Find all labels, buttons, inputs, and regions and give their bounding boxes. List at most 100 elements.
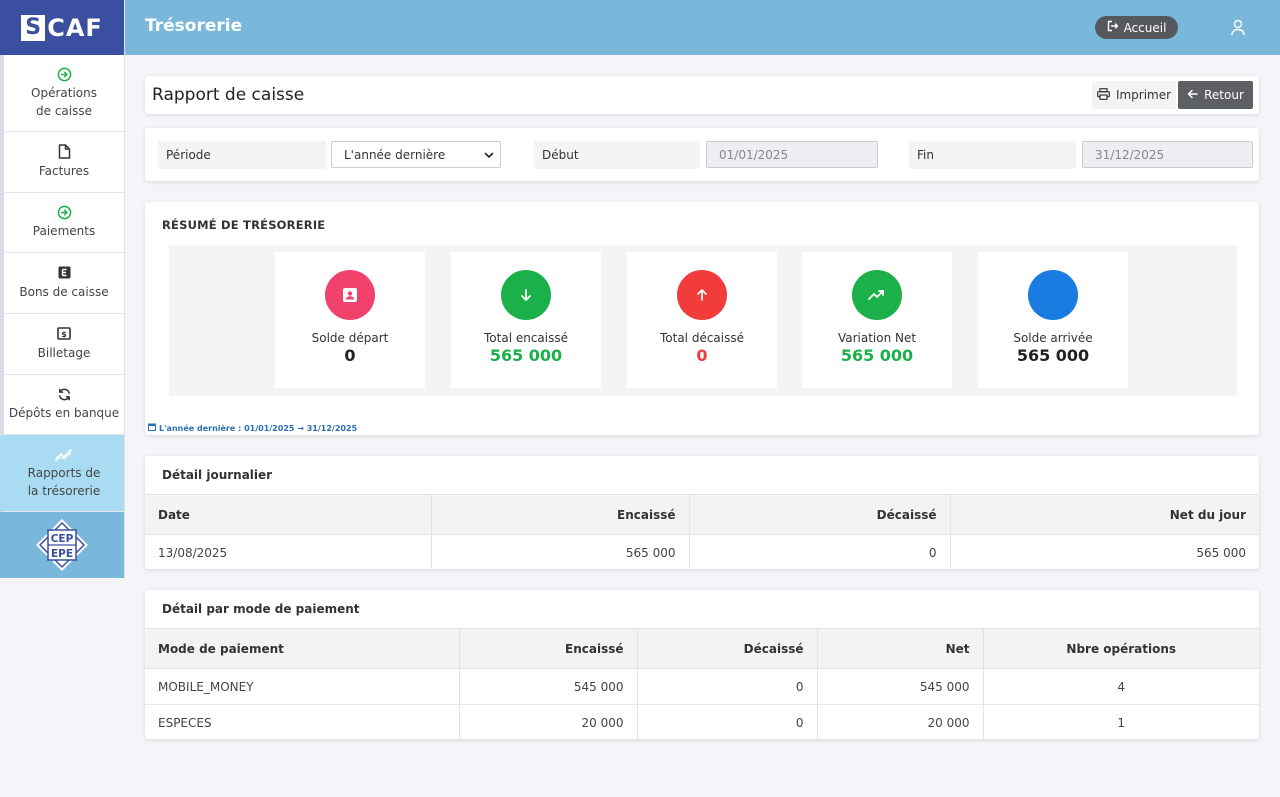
start-label: Début (534, 141, 700, 169)
svg-text:$: $ (61, 330, 67, 339)
start-date-input[interactable]: 01/01/2025 (706, 141, 878, 168)
kpi-label: Total décaissé (659, 331, 744, 345)
chart-line-icon (55, 446, 73, 462)
kpi-label: Solde arrivée (1013, 331, 1093, 345)
payment-mode-detail-card: Détail par mode de paiement Mode de paie… (145, 590, 1259, 741)
treasury-summary: RÉSUMÉ DE TRÉSORERIE Solde départ 0 Tota… (145, 202, 1259, 435)
kpi-value: 565 000 (840, 346, 914, 365)
column-header-in[interactable]: Encaissé (431, 494, 690, 535)
printer-icon (1097, 87, 1110, 103)
kpi-label: Total encaissé (484, 331, 568, 345)
period-note-text: L'année dernière : 01/01/2025 → 31/12/20… (159, 423, 358, 433)
table-cell: 20 000 (817, 704, 984, 741)
sidebar-item-billetage[interactable]: $ Billetage (0, 314, 124, 375)
sidebar-item-label: Opérations (31, 86, 97, 101)
sidebar: S CAF Opérations de caisse Factures Paie… (0, 0, 125, 579)
period-label: Période (158, 141, 326, 169)
summary-title: RÉSUMÉ DE TRÉSORERIE (162, 218, 326, 232)
app-logo[interactable]: S CAF (0, 0, 124, 55)
table-header-row: Date Encaissé Décaissé Net du jour (145, 494, 1259, 535)
sync-icon (57, 386, 72, 402)
banknote-icon: $ (57, 326, 71, 342)
kpi-value: 565 000 (1016, 346, 1090, 365)
logo-text: CAF (47, 13, 103, 42)
column-header-mode[interactable]: Mode de paiement (145, 628, 460, 669)
filter-bar: Période L'année dernière Début 01/01/202… (145, 128, 1259, 181)
table-cell: 1 (983, 704, 1259, 741)
table-row: MOBILE_MONEY 545 000 0 545 000 4 (145, 668, 1259, 705)
table-cell: 545 000 (817, 668, 984, 705)
arrow-down-icon (501, 270, 551, 320)
sidebar-item-label: Rapports de (27, 466, 101, 481)
sidebar-item-rapports[interactable]: Rapports de la trésorerie (0, 435, 124, 512)
column-header-date[interactable]: Date (145, 494, 432, 535)
table-header-row: Mode de paiement Encaissé Décaissé Net N… (145, 628, 1259, 669)
badge-line1: CEP (51, 533, 74, 545)
home-button-label: Accueil (1123, 20, 1167, 35)
column-header-net[interactable]: Net du jour (950, 494, 1259, 535)
page-header: Rapport de caisse Imprimer Retour (145, 76, 1259, 114)
sidebar-item-depots-en-banque[interactable]: Dépôts en banque (0, 375, 124, 435)
calendar-icon (148, 423, 156, 433)
print-button[interactable]: Imprimer (1092, 81, 1176, 109)
home-button[interactable]: Accueil (1095, 16, 1178, 39)
arrow-circle-icon (57, 66, 72, 82)
table-cell: 0 (689, 534, 951, 571)
column-header-in[interactable]: Encaissé (459, 628, 638, 669)
logout-arrow-icon (1107, 20, 1119, 35)
end-date-input[interactable]: 31/12/2025 (1082, 141, 1253, 168)
end-label: Fin (909, 141, 1076, 169)
kpi-card-total-out: Total décaissé 0 (627, 252, 777, 388)
badge-icon (325, 270, 375, 320)
sidebar-item-factures[interactable]: Factures (0, 132, 124, 193)
kpi-card-closing-balance: Solde arrivée 565 000 (978, 252, 1128, 388)
trend-up-icon (852, 270, 902, 320)
user-icon[interactable] (1230, 19, 1246, 40)
topbar: Trésorerie Accueil (125, 0, 1280, 55)
table-cell: 0 (637, 704, 818, 741)
kpi-card-net-variation: Variation Net 565 000 (802, 252, 952, 388)
table-cell: 545 000 (459, 668, 638, 705)
table-row: ESPECES 20 000 0 20 000 1 (145, 704, 1259, 741)
sidebar-item-label: de caisse (36, 103, 92, 118)
daily-detail-card: Détail journalier Date Encaissé Décaissé… (145, 456, 1259, 571)
status-dot-icon (1028, 270, 1078, 320)
kpi-card-opening-balance: Solde départ 0 (275, 252, 425, 388)
sidebar-item-label: Bons de caisse (19, 284, 109, 299)
sidebar-item-label: Factures (38, 163, 90, 178)
page-title: Rapport de caisse (152, 85, 305, 105)
table-cell: 13/08/2025 (145, 534, 432, 571)
cep-epe-logo: CEP EPE (0, 512, 124, 578)
daily-detail-title: Détail journalier (162, 468, 273, 482)
print-button-label: Imprimer (1115, 88, 1172, 102)
period-select[interactable]: L'année dernière (331, 141, 501, 168)
column-header-net[interactable]: Net (817, 628, 984, 669)
sidebar-item-label: Dépôts en banque (8, 406, 120, 421)
kpi-label: Variation Net (837, 331, 917, 345)
table-cell: 565 000 (431, 534, 690, 571)
file-icon (58, 144, 71, 160)
section-title: Trésorerie (145, 16, 243, 36)
daily-detail-table: Date Encaissé Décaissé Net du jour 13/08… (145, 494, 1259, 571)
kpi-value: 0 (344, 346, 356, 365)
sidebar-item-operations[interactable]: Opérations de caisse (0, 55, 124, 132)
kpi-value: 0 (696, 346, 708, 365)
kpi-card-total-in: Total encaissé 565 000 (451, 252, 601, 388)
table-cell: ESPECES (145, 704, 460, 741)
chevron-down-icon (484, 149, 494, 163)
logo-letter: S (21, 14, 46, 41)
payment-mode-detail-title: Détail par mode de paiement (162, 602, 360, 616)
table-cell: 20 000 (459, 704, 638, 741)
badge-line2: EPE (51, 548, 73, 560)
sidebar-item-bons-de-caisse[interactable]: Bons de caisse (0, 253, 124, 314)
table-row: 13/08/2025 565 000 0 565 000 (145, 534, 1259, 571)
voucher-icon (58, 265, 71, 281)
sidebar-item-label: Paiements (32, 224, 96, 239)
back-button[interactable]: Retour (1178, 81, 1253, 109)
column-header-count[interactable]: Nbre opérations (983, 628, 1259, 669)
sidebar-item-paiements[interactable]: Paiements (0, 193, 124, 253)
column-header-out[interactable]: Décaissé (689, 494, 951, 535)
column-header-out[interactable]: Décaissé (637, 628, 818, 669)
arrow-circle-icon (57, 204, 72, 220)
period-select-value: L'année dernière (344, 147, 446, 162)
